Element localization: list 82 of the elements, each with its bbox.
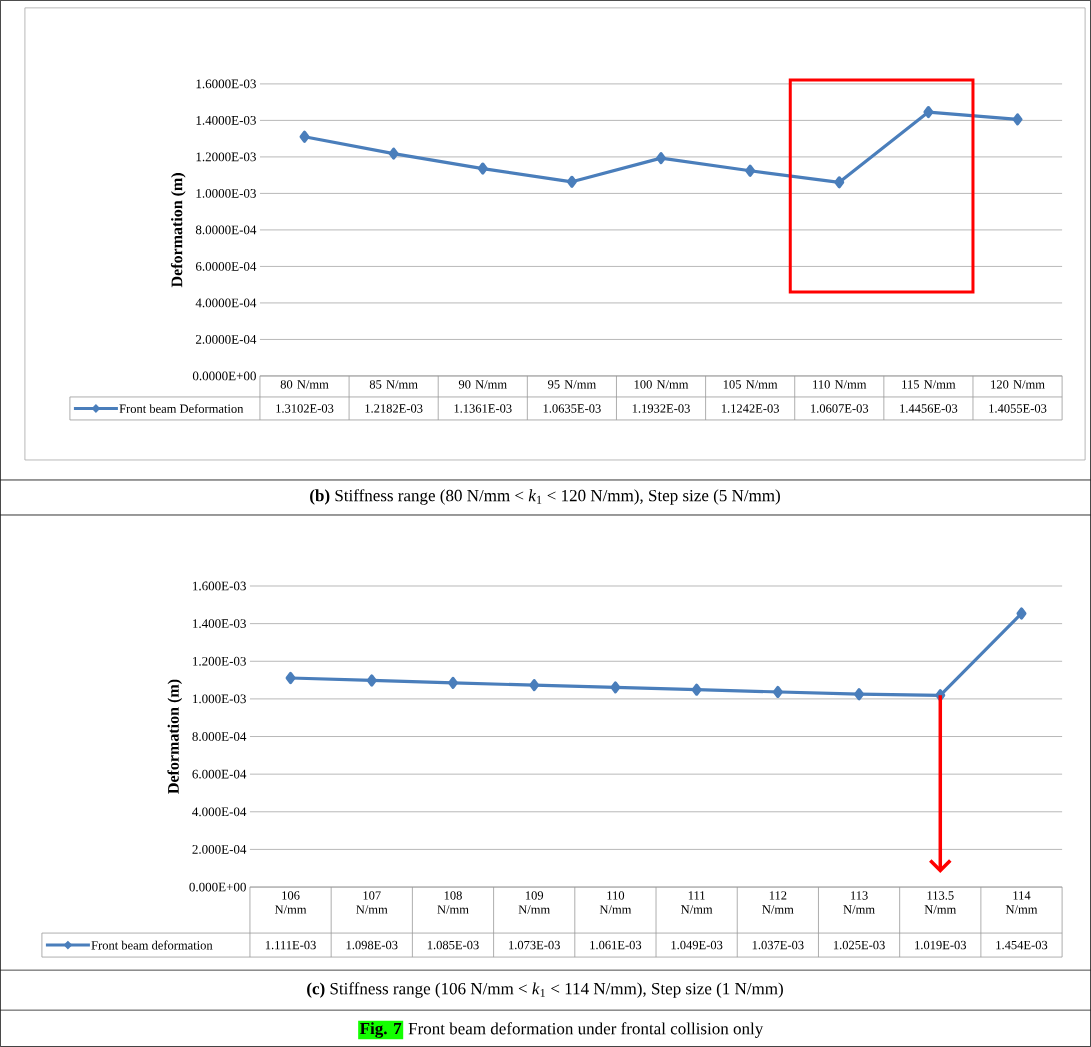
y-tick-label: 2.0000E-04 <box>195 335 257 344</box>
y-tick-label: 1.0000E-03 <box>196 189 256 198</box>
y-tick-label: 8.000E-04 <box>192 732 247 741</box>
point <box>529 679 540 692</box>
legend-label: Front beam deformation <box>91 940 213 950</box>
legend-label: Front beam Deformation <box>119 404 244 413</box>
point <box>834 176 845 189</box>
y-axis-title: Deformation (m) <box>170 173 186 288</box>
x-tick-label: 90 N/mm <box>458 380 507 389</box>
point <box>366 674 377 687</box>
data-label: 1.061E-03 <box>590 940 642 950</box>
point <box>566 175 577 188</box>
x-tick-label: 110 N/mm <box>813 380 867 389</box>
x-tick-label: 115 N/mm <box>902 380 956 389</box>
y-tick-label: 1.400E-03 <box>193 619 246 629</box>
point <box>854 688 865 701</box>
text: (b) Stiffness range (80 N/mm < k$_{1}$ < 120 N/mm), Step size (5 N/mm) <box>310 489 780 505</box>
data-label: 1.4055E-03 <box>989 404 1047 413</box>
point <box>610 681 621 694</box>
y-tick-label: 1.200E-03 <box>193 656 246 666</box>
point <box>388 147 399 160</box>
point <box>285 671 296 685</box>
point <box>923 105 934 119</box>
data-label: 1.085E-03 <box>427 940 479 950</box>
data-label: 1.111E-03 <box>265 940 316 950</box>
x-tick-label: 105 N/mm <box>723 380 778 389</box>
y-tick-label: 6.0000E-04 <box>195 262 257 271</box>
y-tick-label: 4.0000E-04 <box>195 298 257 308</box>
point <box>745 164 756 177</box>
point <box>299 130 310 143</box>
x-tick-label: 114 N/mm <box>1005 891 1038 914</box>
y-tick-label: 0.0000E+00 <box>192 371 256 381</box>
point <box>448 676 458 689</box>
y-axis-title: Deformation (m) <box>167 679 183 794</box>
text: Fig. 7 <box>359 1022 402 1038</box>
y-tick-label: 1.600E-03 <box>193 581 246 591</box>
data-label: 1.019E-03 <box>915 940 967 950</box>
data-label: 1.2182E-03 <box>365 404 423 413</box>
x-tick-label: 113.5 N/mm <box>924 891 957 914</box>
x-tick-label: 108 N/mm <box>437 891 469 914</box>
point <box>477 162 488 175</box>
point <box>772 685 783 699</box>
data-label: 1.049E-03 <box>671 940 723 950</box>
point <box>691 683 702 696</box>
text: (c) Stiffness range (106 N/mm < k$_{1}$ < 114 N/mm), Step size (1 N/mm) <box>307 982 783 998</box>
data-label: 1.1242E-03 <box>721 404 780 413</box>
x-tick-label: 109 N/mm <box>518 891 550 914</box>
y-tick-label: 1.2000E-03 <box>196 152 256 162</box>
x-tick-label: 111 N/mm <box>681 891 713 914</box>
x-tick-label: 85 N/mm <box>369 380 418 389</box>
x-tick-label: 107 N/mm <box>356 891 388 914</box>
data-label: 1.025E-03 <box>833 940 885 950</box>
data-label: 1.1932E-03 <box>632 404 690 413</box>
y-tick-label: 1.6000E-03 <box>196 79 256 89</box>
y-tick-label: 1.4000E-03 <box>196 115 256 125</box>
point <box>1012 113 1023 126</box>
point <box>1016 607 1027 620</box>
y-tick-label: 0.000E+00 <box>189 882 246 892</box>
data-label: 1.4456E-03 <box>900 404 958 413</box>
x-tick-label: 100 N/mm <box>634 380 689 389</box>
x-tick-label: 112 N/mm <box>762 891 794 914</box>
data-label: 1.0635E-03 <box>543 404 601 413</box>
y-tick-label: 8.0000E-04 <box>195 225 257 235</box>
point <box>656 152 666 165</box>
data-label: 1.073E-03 <box>509 940 560 950</box>
data-label: 1.1361E-03 <box>454 404 512 413</box>
y-tick-label: 1.000E-03 <box>193 694 246 704</box>
x-tick-label: 110 N/mm <box>599 891 632 914</box>
x-tick-label: 95 N/mm <box>548 380 597 389</box>
data-label: 1.0607E-03 <box>811 404 869 413</box>
data-label: 1.3102E-03 <box>276 404 334 413</box>
x-tick-label: 106 N/mm <box>274 891 307 914</box>
text: Front beam deformation under frontal collision only <box>408 1022 764 1038</box>
data-label: 1.454E-03 <box>996 940 1048 950</box>
data-label: 1.037E-03 <box>752 940 804 950</box>
x-tick-label: 120 N/mm <box>991 380 1045 389</box>
x-tick-label: 113 N/mm <box>843 891 875 914</box>
data-label: 1.098E-03 <box>346 940 398 950</box>
y-tick-label: 2.000E-04 <box>192 845 247 854</box>
x-tick-label: 80 N/mm <box>280 380 329 389</box>
y-tick-label: 4.000E-04 <box>192 807 247 817</box>
y-tick-label: 6.000E-04 <box>192 769 247 779</box>
